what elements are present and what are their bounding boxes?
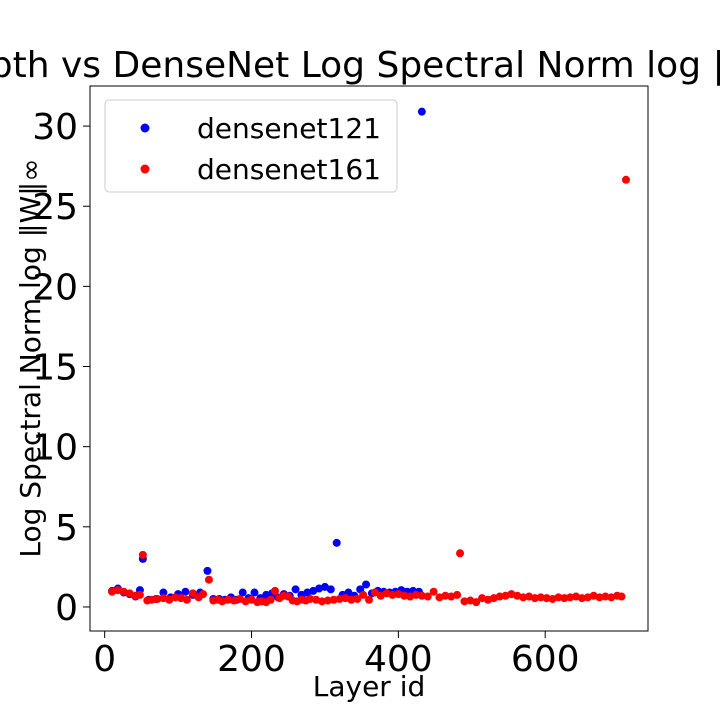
data-point-densenet161: [147, 595, 156, 604]
data-point-densenet161: [417, 591, 426, 600]
data-point-densenet161: [266, 595, 275, 604]
data-point-densenet161: [560, 594, 569, 603]
x-tick-label: 400: [364, 639, 433, 680]
data-point-densenet161: [224, 595, 233, 604]
y-tick-label: 25: [32, 187, 78, 228]
data-point-densenet161: [365, 595, 373, 604]
data-point-densenet121: [332, 538, 341, 547]
y-tick-label: 20: [32, 267, 78, 308]
data-point-densenet121: [291, 585, 300, 594]
data-point-densenet161: [566, 593, 575, 602]
y-tick-label: 15: [32, 348, 78, 389]
data-point-densenet161: [536, 593, 545, 602]
data-point-densenet161: [577, 594, 586, 603]
data-point-densenet121: [417, 107, 426, 116]
legend-box: [104, 99, 398, 193]
data-point-densenet161: [329, 595, 338, 604]
data-point-densenet161: [271, 586, 280, 595]
y-tick-label: 10: [32, 428, 78, 469]
data-point-densenet121: [362, 580, 371, 589]
x-tick-label: 600: [511, 639, 580, 680]
data-point-densenet161: [138, 550, 147, 559]
data-point-densenet161: [353, 594, 362, 603]
data-point-densenet121: [250, 588, 259, 597]
y-tick-label: 0: [55, 588, 78, 629]
data-point-densenet161: [135, 590, 144, 599]
data-point-densenet161: [204, 575, 213, 584]
x-tick-label: 0: [93, 639, 116, 680]
data-point-densenet161: [429, 587, 438, 596]
data-point-densenet161: [199, 590, 208, 599]
data-point-densenet161: [388, 590, 397, 599]
data-point-densenet161: [411, 590, 420, 599]
legend-marker-densenet121: [140, 123, 150, 133]
x-axis-label: Layer id: [313, 670, 426, 703]
data-point-densenet161: [441, 591, 450, 600]
data-point-densenet161: [306, 594, 315, 603]
data-point-densenet161: [453, 590, 462, 599]
legend-label-densenet161: densenet161: [197, 153, 381, 186]
x-tick-label: 200: [217, 639, 286, 680]
data-point-densenet161: [359, 590, 368, 599]
legend-label-densenet121: densenet121: [197, 112, 381, 145]
data-point-densenet161: [542, 594, 551, 603]
data-point-densenet121: [181, 587, 190, 596]
data-point-densenet161: [495, 592, 504, 601]
data-point-densenet161: [460, 597, 469, 606]
data-points: [108, 107, 630, 607]
y-axis-ticks: 0 5 10 15 20 25 30: [32, 107, 90, 629]
data-point-densenet161: [601, 592, 610, 601]
data-point-densenet121: [238, 588, 247, 597]
data-point-densenet161: [621, 175, 630, 184]
y-axis-label: Log Spectral Norm log ‖W‖∞: [14, 158, 47, 557]
data-point-densenet161: [347, 595, 356, 604]
data-point-densenet121: [203, 566, 212, 575]
legend: densenet121 densenet161: [104, 99, 398, 193]
data-point-densenet161: [595, 593, 604, 602]
data-point-densenet121: [326, 585, 335, 594]
data-point-densenet161: [554, 593, 563, 602]
data-point-densenet161: [153, 594, 162, 603]
data-point-densenet121: [159, 588, 168, 597]
data-point-densenet161: [323, 596, 332, 605]
data-point-densenet161: [617, 592, 626, 601]
data-point-densenet161: [530, 594, 539, 603]
data-point-densenet161: [456, 549, 465, 558]
data-point-densenet161: [188, 589, 197, 598]
data-point-densenet161: [400, 591, 409, 600]
chart-title: Depth vs DenseNet Log Spectral Norm log …: [0, 45, 720, 86]
y-tick-label: 5: [55, 508, 78, 549]
data-point-densenet161: [182, 595, 191, 604]
data-point-densenet161: [318, 597, 327, 606]
data-point-densenet161: [370, 588, 379, 597]
data-point-densenet161: [171, 593, 180, 602]
data-point-densenet161: [472, 598, 481, 607]
y-tick-label: 30: [32, 107, 78, 148]
data-point-densenet161: [423, 592, 432, 601]
x-axis-ticks: 0 200 400 600: [93, 631, 580, 680]
data-point-densenet161: [519, 593, 528, 602]
data-point-densenet161: [335, 594, 344, 603]
legend-marker-densenet161: [140, 164, 150, 174]
